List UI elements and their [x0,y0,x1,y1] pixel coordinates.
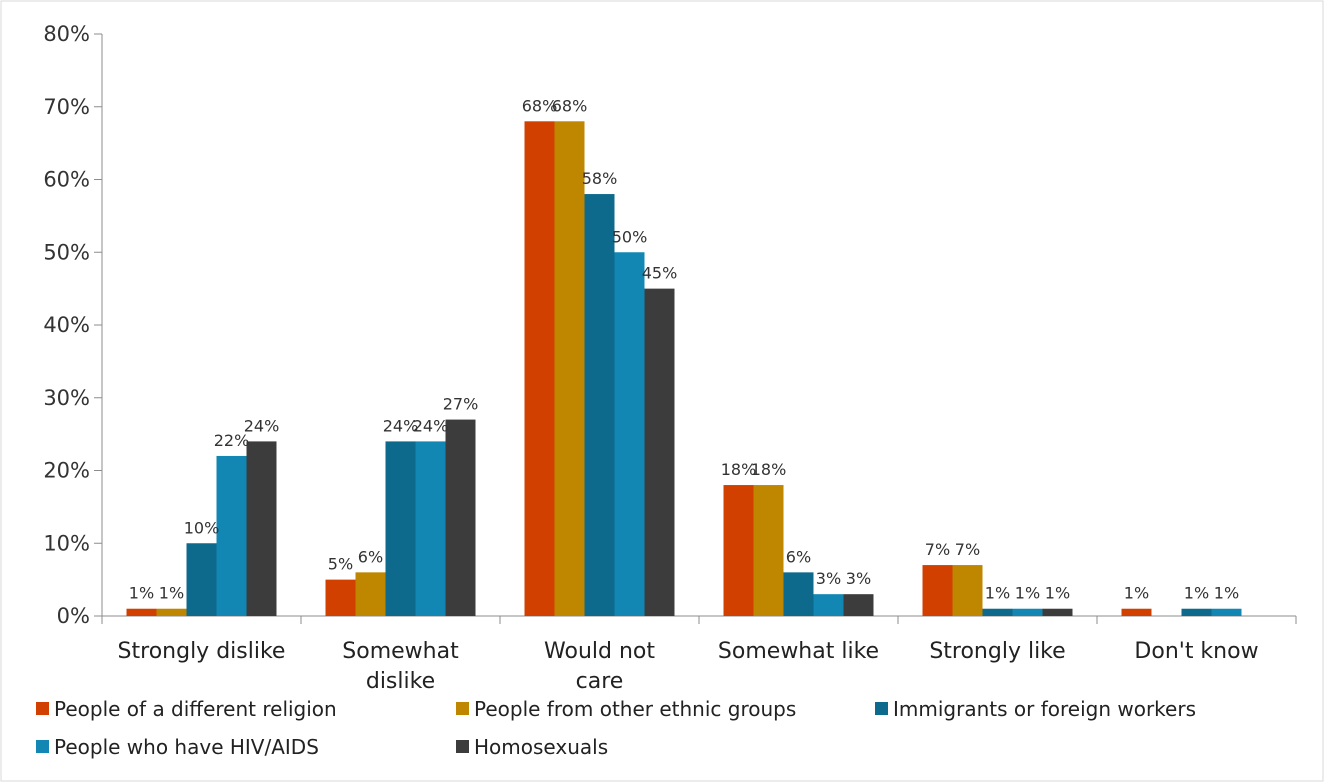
bar [843,594,874,616]
bar [156,608,187,616]
x-category-label: Would not [544,639,655,664]
data-label: 18% [721,460,757,479]
legend-label: Homosexuals [474,735,608,759]
legend-swatch [36,702,49,715]
data-label: 27% [443,395,479,414]
data-label: 1% [1045,584,1070,603]
y-tick-label: 70% [43,95,90,119]
y-tick-label: 20% [43,459,90,483]
data-label: 7% [955,540,980,559]
bar [723,485,754,616]
bar [415,441,446,616]
bar [325,579,356,616]
bar [554,121,585,617]
x-category-label: Somewhat like [718,639,879,664]
bar [813,594,844,616]
bar [644,288,675,616]
y-tick-label: 0% [57,604,90,628]
data-labels-group: 1% 5% 68% 18% 7% 1% 1% 6% 68% 18% 7% 10% 24% 58% 6% 1% 1… [129,96,1239,602]
y-tick-label: 50% [43,240,90,264]
data-label: 22% [214,431,250,450]
data-label: 50% [612,227,648,246]
bar [1181,608,1212,616]
bar [922,565,953,616]
bar [1012,608,1043,616]
bar [783,572,814,616]
bar [216,455,247,616]
x-category-label: Strongly like [929,639,1065,664]
y-tick-label: 60% [43,168,90,192]
data-label: 1% [1015,584,1040,603]
bar [584,194,615,617]
data-label: 18% [751,460,787,479]
legend-swatch [875,702,888,715]
data-label: 1% [129,584,154,603]
legend-label: People who have HIV/AIDS [54,735,319,759]
data-label: 1% [985,584,1010,603]
data-label: 1% [1124,584,1149,603]
data-label: 3% [846,569,871,588]
bar [982,608,1013,616]
bar [952,565,983,616]
bar [524,121,555,617]
x-category-label: Strongly dislike [118,639,286,664]
x-category-label: care [576,669,624,694]
data-label: 3% [816,569,841,588]
legend-swatch [456,702,469,715]
bar [385,441,416,616]
bar [445,419,476,616]
data-label: 7% [925,540,950,559]
y-tick-label: 10% [43,531,90,555]
data-label: 6% [358,547,383,566]
data-label: 45% [642,264,678,283]
bar [355,572,386,616]
data-label: 24% [244,416,280,435]
data-label: 68% [522,96,558,115]
bar [186,543,217,616]
legend: People of a different religion People fro… [36,697,1196,759]
data-label: 5% [328,555,353,574]
y-tick-label: 80% [43,22,90,46]
data-label: 6% [786,547,811,566]
x-category-label: dislike [366,669,435,694]
legend-label: Immigrants or foreign workers [893,697,1196,721]
legend-swatch [456,740,469,753]
data-label: 1% [159,584,184,603]
bar [246,441,277,616]
legend-swatch [36,740,49,753]
bar [614,252,645,616]
data-label: 10% [184,518,220,537]
y-tick-label: 30% [43,386,90,410]
data-label: 24% [383,416,419,435]
y-tick-label: 40% [43,313,90,337]
bar [1211,608,1242,616]
bar [1042,608,1073,616]
bar [126,608,157,616]
y-axis: 0% 10% 20% 30% 40% 50% 60% 70% 80% [43,22,103,628]
x-axis: Strongly dislike Somewhat dislike Would not… [101,615,1297,694]
legend-label: People from other ethnic groups [474,697,796,721]
legend-label: People of a different religion [54,697,337,721]
bar [753,485,784,616]
data-label: 58% [582,169,618,188]
data-label: 1% [1214,584,1239,603]
bars-group [126,121,1242,617]
bar [1121,608,1152,616]
x-category-label: Don't know [1134,639,1258,664]
data-label: 68% [552,96,588,115]
data-label: 1% [1184,584,1209,603]
x-category-label: Somewhat [342,639,459,664]
data-label: 24% [413,416,449,435]
